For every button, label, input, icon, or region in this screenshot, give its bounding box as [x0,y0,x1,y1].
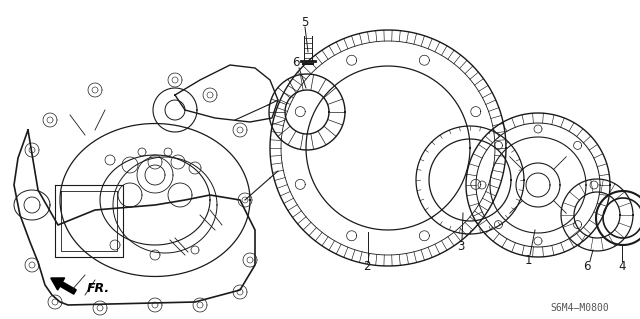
Text: FR.: FR. [87,281,110,294]
Text: 2: 2 [364,261,371,273]
Text: 6: 6 [292,56,300,70]
Text: 5: 5 [301,16,308,28]
Text: S6M4—M0800: S6M4—M0800 [550,303,609,313]
Text: 6: 6 [583,261,591,273]
Text: 1: 1 [524,255,532,268]
Text: 3: 3 [458,240,465,253]
Text: 4: 4 [618,261,626,273]
FancyArrow shape [51,278,76,294]
